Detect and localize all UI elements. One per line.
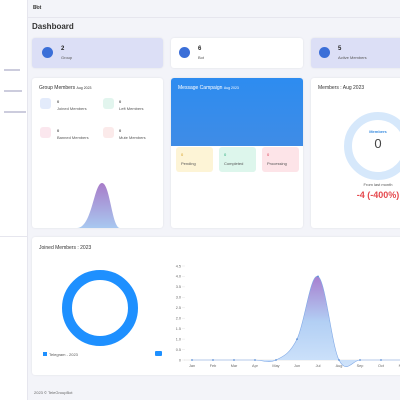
label: Pending (181, 161, 196, 166)
legend-badge (155, 351, 162, 356)
stat-label: Active Members (338, 55, 367, 60)
label: Banned Members (57, 135, 89, 140)
status-card: 0 Completed (219, 147, 256, 172)
icon (42, 47, 53, 58)
mini-chart (77, 183, 120, 228)
change-value: -4 (-400%) (356, 190, 400, 200)
period: Aug 2023 (223, 86, 239, 90)
card-title: Message Campaign Aug 2023 (178, 85, 239, 91)
stat-value: 5 (338, 46, 342, 52)
mini-area (77, 183, 120, 228)
page-title: Dashboard (32, 22, 74, 31)
campaign-card: Message Campaign Aug 2023 0 Pending 0 Co… (171, 78, 303, 228)
legend-swatch (43, 352, 47, 356)
stat-value: 2 (61, 46, 65, 52)
card-title: Group Members Aug 2023 (39, 85, 92, 91)
status-card: 0 Processing (262, 147, 299, 172)
stat-label: Group (61, 55, 73, 60)
card-title: Joined Members : 2023 (39, 245, 92, 251)
menu-button[interactable]: ≡ (34, 4, 39, 11)
menu-item[interactable] (4, 69, 20, 71)
ring (344, 112, 400, 180)
icon (40, 98, 51, 109)
menu-item[interactable] (4, 111, 26, 113)
period: Aug 2023 (76, 86, 92, 90)
value: 0 (224, 152, 227, 157)
members-card: Members : Aug 2023 Members 0 From last m… (311, 78, 400, 228)
stat-label: Bot (198, 55, 205, 60)
value: 0 (267, 152, 270, 157)
status-card: 0 Pending (176, 147, 213, 172)
change-label: From last month (363, 182, 393, 187)
divider (0, 236, 28, 237)
card-title: Members : Aug 2023 (318, 85, 365, 91)
group-members-card: Group Members Aug 2023 0 Joined Members … (32, 78, 163, 228)
legend-label[interactable]: Telegram - 2023 (49, 351, 78, 357)
icon (40, 127, 51, 138)
campaign-header (171, 78, 303, 146)
value: 0 (57, 128, 60, 133)
title: Message Campaign (178, 85, 223, 91)
ring-label: Members (369, 129, 387, 134)
footer: 2023 © TeleGroupBot (34, 390, 73, 395)
label: Completed (224, 161, 244, 166)
icon (319, 47, 330, 58)
value: 0 (119, 128, 122, 133)
icon (103, 98, 114, 109)
value: 0 (57, 99, 60, 104)
value: 0 (181, 152, 184, 157)
stat-card: 2 Group (32, 38, 163, 68)
joined-card: Joined Members : 2023 Telegram - 2023 (32, 237, 400, 375)
label: Processing (267, 161, 287, 166)
stat-card: 5 Active Members (311, 38, 400, 68)
label: Joined Members (57, 106, 87, 111)
stat-card: 6 Bot (171, 38, 303, 68)
stat-value: 6 (198, 46, 202, 52)
label: Mute Members (119, 135, 146, 140)
sidebar (0, 0, 28, 400)
title: Group Members (39, 85, 76, 91)
members-ring (344, 112, 400, 180)
ring-value: 0 (374, 136, 382, 151)
value: 0 (119, 99, 122, 104)
label: Left Members (119, 106, 144, 111)
logo: Bot (33, 5, 42, 11)
icon (179, 47, 190, 58)
header-border (28, 17, 400, 18)
icon (103, 127, 114, 138)
menu-item[interactable] (4, 90, 22, 92)
